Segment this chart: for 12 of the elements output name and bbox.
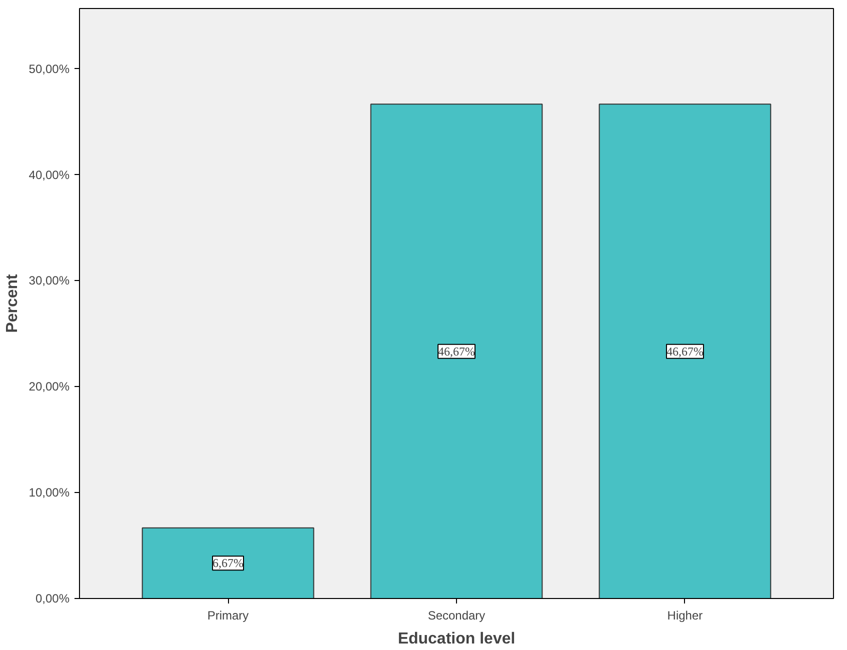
y-axis-title: Percent (4, 273, 21, 333)
y-tick-label: 30,00% (28, 274, 70, 288)
y-tick-label: 40,00% (28, 168, 70, 182)
y-tick-label: 50,00% (28, 62, 70, 76)
y-tick-label: 10,00% (28, 486, 70, 500)
x-tick-label: Secondary (428, 608, 486, 622)
data-label: 6,67% (212, 556, 244, 570)
y-tick-label: 0,00% (35, 592, 70, 606)
x-tick-label: Higher (667, 608, 703, 622)
y-tick-label: 20,00% (28, 380, 70, 394)
x-axis-title: Education level (398, 630, 516, 648)
x-tick-label: Primary (207, 608, 249, 622)
